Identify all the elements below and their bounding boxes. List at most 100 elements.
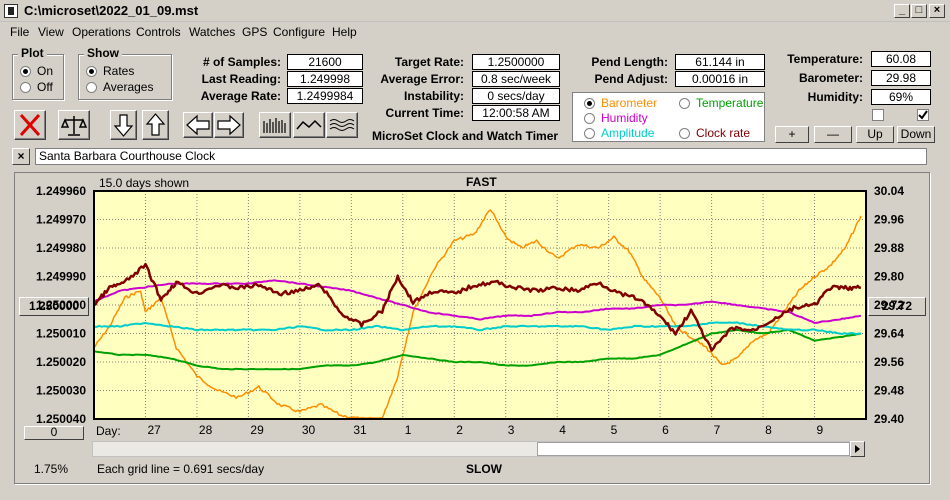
- menu-bar: File View Operations Controls Watches GP…: [0, 23, 950, 41]
- x-tick-label: 3: [508, 423, 515, 437]
- x-tick-label: 2: [456, 423, 463, 437]
- day-axis-label: Day:: [96, 424, 121, 438]
- days-shown-label: 15.0 days shown: [99, 176, 190, 190]
- series-barometer: [93, 209, 862, 419]
- x-tick-label: 31: [353, 423, 367, 437]
- show-rates-radio[interactable]: [86, 66, 97, 77]
- menu-controls[interactable]: Controls: [136, 25, 181, 39]
- pend-adjust-label: Pend Adjust:: [594, 72, 668, 86]
- red-x-icon: [19, 113, 41, 137]
- option-checkbox-2[interactable]: [917, 109, 929, 121]
- minus-button[interactable]: —: [814, 126, 852, 143]
- fast-label: FAST: [466, 175, 497, 189]
- show-rates-label: Rates: [103, 64, 135, 78]
- show-group-title: Show: [84, 46, 122, 60]
- line-view-button[interactable]: [293, 112, 325, 138]
- bar-view-button[interactable]: [259, 112, 291, 138]
- clock-rate-radio[interactable]: [679, 128, 690, 139]
- current-time-field: 12:00:58 AM: [472, 105, 560, 121]
- temperature-option-label: Temperature: [696, 96, 764, 110]
- average-error-label: Average Error:: [380, 72, 464, 86]
- barometer-radio[interactable]: [584, 98, 595, 109]
- left-tick-label: 1.249970: [36, 213, 86, 227]
- chart-frame: [14, 172, 930, 484]
- arrow-down-button[interactable]: [110, 110, 137, 140]
- series-temperature: [93, 328, 862, 371]
- menu-operations[interactable]: Operations: [72, 25, 131, 39]
- bottom-left-button[interactable]: 0: [24, 426, 84, 440]
- menu-watches[interactable]: Watches: [189, 25, 236, 39]
- clear-name-button[interactable]: ×: [12, 148, 30, 165]
- x-tick-label: 9: [817, 423, 824, 437]
- last-reading-label: Last Reading:: [201, 72, 281, 86]
- average-error-field: 0.8 sec/week: [472, 71, 560, 87]
- clock-rate-option-label: Clock rate: [696, 126, 751, 140]
- left-tick-label: 1.249960: [36, 184, 86, 198]
- clear-button[interactable]: [14, 110, 46, 140]
- humidity-field: 69%: [871, 89, 931, 105]
- right-tick-label: 29.80: [874, 270, 904, 284]
- arrow-up-button[interactable]: [142, 110, 169, 140]
- scroll-right-button[interactable]: [850, 441, 865, 457]
- wave-view-button[interactable]: [326, 112, 358, 138]
- scrollbar-thumb[interactable]: [537, 442, 850, 456]
- instability-label: Instability:: [403, 89, 464, 103]
- scrollbar-track[interactable]: [93, 442, 537, 456]
- up-button[interactable]: Up: [856, 126, 894, 143]
- bar-graph-icon: [263, 118, 286, 133]
- balance-button[interactable]: [58, 110, 90, 140]
- instability-field: 0 secs/day: [472, 88, 560, 104]
- plot-off-radio[interactable]: [20, 82, 31, 93]
- right-tick-label: 29.40: [874, 412, 904, 426]
- pend-length-label: Pend Length:: [591, 55, 668, 69]
- arrow-left-button[interactable]: [183, 112, 213, 138]
- average-rate-label: Average Rate:: [200, 89, 281, 103]
- series-amplitude: [93, 321, 861, 335]
- menu-configure[interactable]: Configure: [273, 25, 326, 39]
- humidity-radio[interactable]: [584, 113, 595, 124]
- horizontal-scrollbar[interactable]: [92, 441, 865, 457]
- samples-label: # of Samples:: [202, 55, 281, 69]
- option-checkbox-1[interactable]: [872, 109, 884, 121]
- down-button[interactable]: Down: [897, 126, 935, 143]
- right-tick-label: 29.56: [874, 355, 904, 369]
- x-tick-label: 29: [250, 423, 264, 437]
- right-tick-label: 29.72: [874, 298, 904, 312]
- left-axis-ticks: 1.249960 1.249970 1.249980 1.249990 1.250000…: [36, 184, 86, 426]
- humidity-label: Humidity:: [807, 90, 863, 104]
- amplitude-radio[interactable]: [584, 128, 595, 139]
- menu-help[interactable]: Help: [332, 25, 357, 39]
- temperature-radio[interactable]: [679, 98, 690, 109]
- title-bar[interactable]: C:\microset\2022_01_09.mst _ □ ×: [0, 0, 950, 22]
- clock-name-input[interactable]: Santa Barbara Courthouse Clock: [35, 148, 927, 165]
- show-averages-label: Averages: [103, 80, 154, 94]
- pend-length-field: 61.144 in: [675, 54, 765, 70]
- line-graph-icon: [296, 119, 322, 130]
- percent-label: 1.75%: [34, 462, 69, 476]
- series-clock-rate: [93, 262, 862, 352]
- x-tick-label: 28: [199, 423, 213, 437]
- plot-on-radio[interactable]: [20, 66, 31, 77]
- x-tick-label: 30: [302, 423, 316, 437]
- x-tick-label: 8: [765, 423, 772, 437]
- left-tick-label: 1.250020: [36, 355, 86, 369]
- maximize-button[interactable]: □: [911, 4, 927, 18]
- left-tick-label: 1.250030: [36, 384, 86, 398]
- left-value-button[interactable]: 1.250000: [19, 297, 89, 316]
- app-icon[interactable]: [4, 4, 18, 18]
- plus-button[interactable]: +: [775, 126, 809, 143]
- current-time-label: Current Time:: [385, 106, 464, 120]
- right-value-button[interactable]: 29.72: [868, 297, 926, 316]
- plot-on-label: On: [37, 64, 54, 78]
- minimize-button[interactable]: _: [894, 4, 910, 18]
- close-button[interactable]: ×: [929, 4, 945, 18]
- menu-gps[interactable]: GPS: [242, 25, 268, 39]
- arrow-right-button[interactable]: [214, 112, 244, 138]
- show-averages-radio[interactable]: [86, 82, 97, 93]
- menu-view[interactable]: View: [38, 25, 64, 39]
- barometer-option-label: Barometer: [601, 96, 658, 110]
- x-tick-label: 6: [662, 423, 669, 437]
- plot-off-label: Off: [37, 80, 53, 94]
- menu-file[interactable]: File: [10, 25, 30, 39]
- x-tick-label: 27: [147, 423, 161, 437]
